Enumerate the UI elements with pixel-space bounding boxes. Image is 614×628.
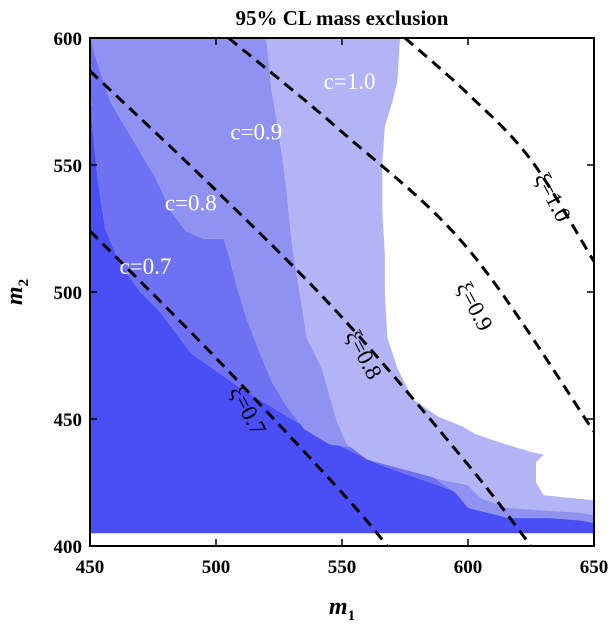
x-tick-label: 650	[580, 557, 609, 578]
y-axis-label: m2	[2, 279, 32, 305]
x-tick-label: 600	[454, 557, 483, 578]
region-c08	[90, 38, 594, 534]
contour-label-1: c=0.8	[165, 191, 217, 216]
y-tick-label: 400	[54, 537, 83, 558]
y-tick-label: 450	[54, 410, 83, 431]
xi-curves	[90, 38, 594, 546]
x-tick-label: 550	[328, 557, 357, 578]
region-c07	[90, 81, 594, 534]
xi-curve-2	[227, 38, 594, 433]
exclusion-regions	[90, 38, 594, 546]
xi-curve-3	[404, 38, 594, 263]
contour-label-3: c=1.0	[324, 69, 376, 94]
x-axis-label: m1	[329, 594, 355, 624]
contour-label-0: c=0.7	[119, 254, 171, 279]
y-tick-label: 550	[54, 156, 83, 177]
contour-label-2: c=0.9	[230, 120, 282, 145]
chart-title: 95% CL mass exclusion	[236, 6, 449, 30]
xi-curve-0	[90, 229, 389, 546]
xi-curve-1	[90, 69, 533, 546]
y-tick-label: 600	[54, 29, 83, 50]
region-c09	[90, 38, 594, 524]
x-tick-label: 450	[76, 557, 105, 578]
y-tick-label: 500	[54, 283, 83, 304]
x-tick-label: 500	[202, 557, 231, 578]
region-c10	[266, 38, 594, 516]
